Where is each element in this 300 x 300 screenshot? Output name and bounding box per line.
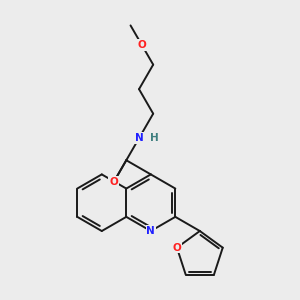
Text: O: O	[109, 177, 118, 187]
Text: N: N	[135, 133, 143, 143]
Text: O: O	[137, 40, 146, 50]
Text: O: O	[172, 243, 181, 253]
Text: H: H	[150, 133, 159, 143]
Text: N: N	[146, 226, 155, 236]
